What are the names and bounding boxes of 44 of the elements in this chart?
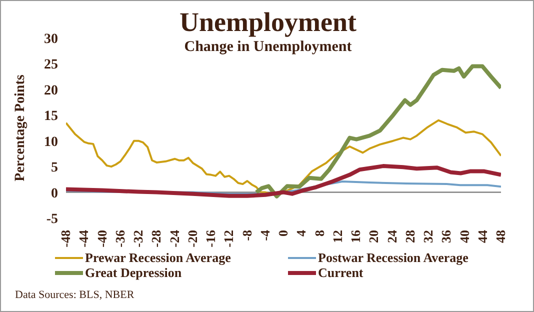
legend-label: Great Depression: [85, 265, 182, 280]
x-tick-label: 16: [348, 230, 363, 243]
chart-title: Unemployment: [180, 7, 356, 37]
x-tick-label: -28: [148, 230, 164, 248]
x-tick-label: -20: [184, 230, 200, 248]
y-axis-title: Percentage Points: [12, 74, 28, 182]
x-tick-label: -24: [166, 230, 182, 248]
legend-label: Postwar Recession Average: [318, 250, 468, 265]
x-tick-label: -32: [130, 230, 146, 248]
y-tick-label: -5: [46, 212, 58, 227]
x-tick-label: -40: [94, 230, 110, 248]
line-series: [254, 64, 501, 198]
x-tick-label: 48: [493, 230, 508, 243]
x-tick-label: 0: [276, 230, 290, 236]
y-tick-label: 30: [44, 32, 58, 47]
x-tick-label: -44: [76, 230, 92, 248]
y-tick-label: 25: [44, 58, 58, 73]
x-tick-label: -4: [257, 230, 272, 241]
x-tick-label: 4: [294, 230, 309, 236]
x-tick-label: 36: [438, 230, 454, 243]
line-series: [66, 119, 501, 196]
x-tick-label: -16: [203, 230, 218, 248]
x-tick-label: -36: [112, 230, 128, 248]
x-tick-label: 8: [312, 230, 327, 236]
x-tick-label: 20: [366, 230, 382, 243]
chart-subtitle: Change in Unemployment: [184, 39, 352, 55]
y-tick-label: 10: [44, 134, 58, 150]
x-tick-label: -8: [239, 230, 254, 241]
line-series: [66, 164, 501, 198]
x-tick-label: 24: [384, 230, 400, 243]
y-tick-label: 20: [44, 83, 58, 98]
x-tick-label: -12: [221, 230, 236, 248]
x-tick-label: 28: [402, 230, 418, 243]
x-tick-label: 40: [456, 230, 472, 243]
x-tick-label: -48: [58, 230, 73, 248]
y-tick-label: 15: [44, 109, 58, 124]
y-tick-label: 5: [51, 160, 58, 176]
x-tick-label: 32: [420, 230, 436, 243]
legend-label: Prewar Recession Average: [85, 250, 231, 265]
y-tick-label: 0: [51, 186, 58, 202]
text: Data Sources: BLS, NBER: [15, 289, 134, 301]
legend-label: Current: [318, 265, 364, 280]
x-tick-label: 44: [474, 230, 490, 243]
x-tick-label: 12: [330, 230, 345, 243]
